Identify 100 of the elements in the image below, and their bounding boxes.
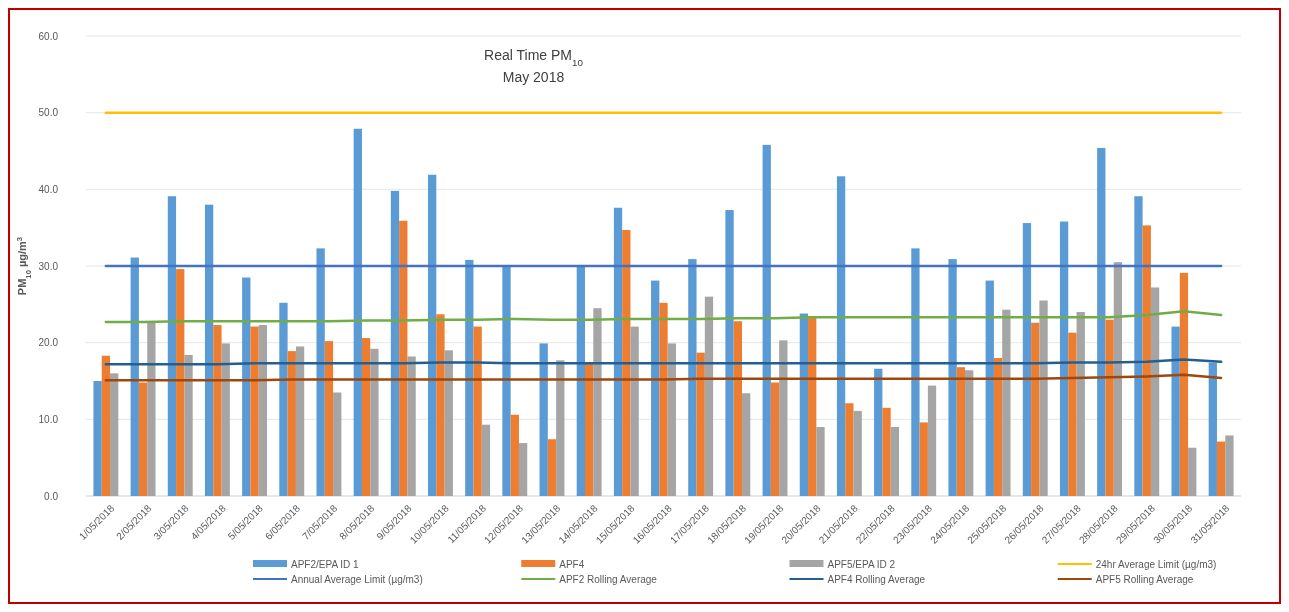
bar — [481, 424, 491, 496]
bar — [1059, 221, 1069, 496]
bar — [428, 174, 437, 496]
y-tick-label: 60.0 — [38, 30, 59, 42]
y-tick-label: 0.0 — [44, 490, 59, 502]
bar — [1216, 441, 1226, 496]
bar — [407, 356, 416, 496]
bar — [1022, 223, 1032, 496]
bar — [444, 350, 453, 496]
bar — [316, 248, 325, 496]
bar — [659, 302, 668, 496]
bar — [845, 403, 854, 496]
bar — [1068, 332, 1077, 496]
bar — [361, 338, 371, 496]
bar — [101, 355, 111, 496]
legend-label: APF2/EPA ID 1 — [291, 558, 360, 570]
legend-label: APF5/EPA ID 2 — [827, 558, 896, 570]
bar — [518, 443, 528, 496]
bar — [742, 393, 751, 496]
bar — [1097, 147, 1106, 496]
bar — [176, 269, 185, 496]
bar — [882, 407, 891, 496]
bar — [836, 176, 846, 496]
bar — [1179, 272, 1189, 496]
bar — [733, 321, 742, 496]
bar — [1171, 326, 1180, 496]
legend-label: Annual Average Limit (µg/m3) — [291, 573, 423, 585]
legend-label: APF4 Rolling Average — [827, 573, 926, 585]
bar — [324, 341, 334, 496]
bar — [651, 280, 660, 496]
legend-label: APF2 Rolling Average — [559, 573, 658, 585]
bar — [911, 248, 920, 496]
bar — [585, 362, 594, 496]
bar — [576, 266, 585, 496]
bar — [510, 414, 519, 496]
bar — [258, 325, 268, 496]
y-tick-label: 30.0 — [38, 260, 59, 272]
bar — [204, 204, 214, 496]
bar — [956, 367, 966, 496]
bar — [1002, 309, 1011, 496]
bar — [1134, 196, 1143, 496]
bar — [1039, 300, 1048, 496]
legend-label: APF5 Rolling Average — [1095, 573, 1194, 585]
bar — [993, 358, 1003, 496]
bar — [539, 343, 548, 496]
bar — [436, 314, 445, 496]
bar — [279, 302, 288, 496]
bar — [138, 382, 148, 496]
bar — [1150, 287, 1160, 496]
bar — [808, 318, 817, 496]
bar — [622, 229, 631, 496]
bar — [1142, 225, 1151, 496]
text: May 2018 — [502, 69, 565, 85]
legend-label: 24hr Average Limit (µg/m3) — [1095, 558, 1217, 570]
bar — [1105, 319, 1114, 496]
bar — [890, 427, 899, 496]
y-tick-label: 50.0 — [38, 107, 59, 119]
bar — [816, 427, 825, 496]
y-tick-label: 10.0 — [38, 413, 59, 425]
bar — [725, 210, 734, 496]
bar — [696, 352, 705, 496]
bar — [242, 277, 251, 496]
bar — [1188, 447, 1197, 496]
y-tick-label: 40.0 — [38, 183, 59, 195]
bar — [399, 220, 408, 496]
bar — [221, 343, 230, 496]
bar — [184, 354, 193, 496]
bar — [919, 422, 928, 496]
bar — [927, 385, 937, 496]
bar — [333, 392, 342, 496]
bar — [370, 348, 379, 496]
bar — [667, 343, 676, 496]
bar — [295, 346, 305, 496]
bar — [130, 257, 139, 496]
bar — [110, 373, 119, 496]
bar — [853, 410, 862, 496]
bar — [965, 370, 974, 496]
text: Real Time PM$_{10}$ — [484, 47, 584, 68]
bar — [613, 207, 623, 496]
bar — [287, 351, 296, 496]
bar — [465, 259, 474, 496]
bar — [556, 360, 565, 496]
bar — [353, 128, 362, 496]
bar — [985, 280, 994, 496]
bar — [1208, 362, 1217, 496]
bar — [1113, 262, 1123, 496]
bar — [593, 308, 602, 496]
bar — [473, 326, 482, 496]
bar — [147, 321, 156, 496]
bar — [630, 326, 639, 496]
line-series — [104, 309, 1223, 324]
bar — [93, 381, 102, 496]
bar — [213, 325, 222, 496]
bar — [779, 340, 788, 496]
bar — [874, 368, 883, 496]
bar — [799, 313, 809, 496]
bar — [1031, 322, 1040, 496]
bar — [167, 196, 177, 496]
bar — [547, 439, 557, 496]
bar — [704, 296, 714, 496]
